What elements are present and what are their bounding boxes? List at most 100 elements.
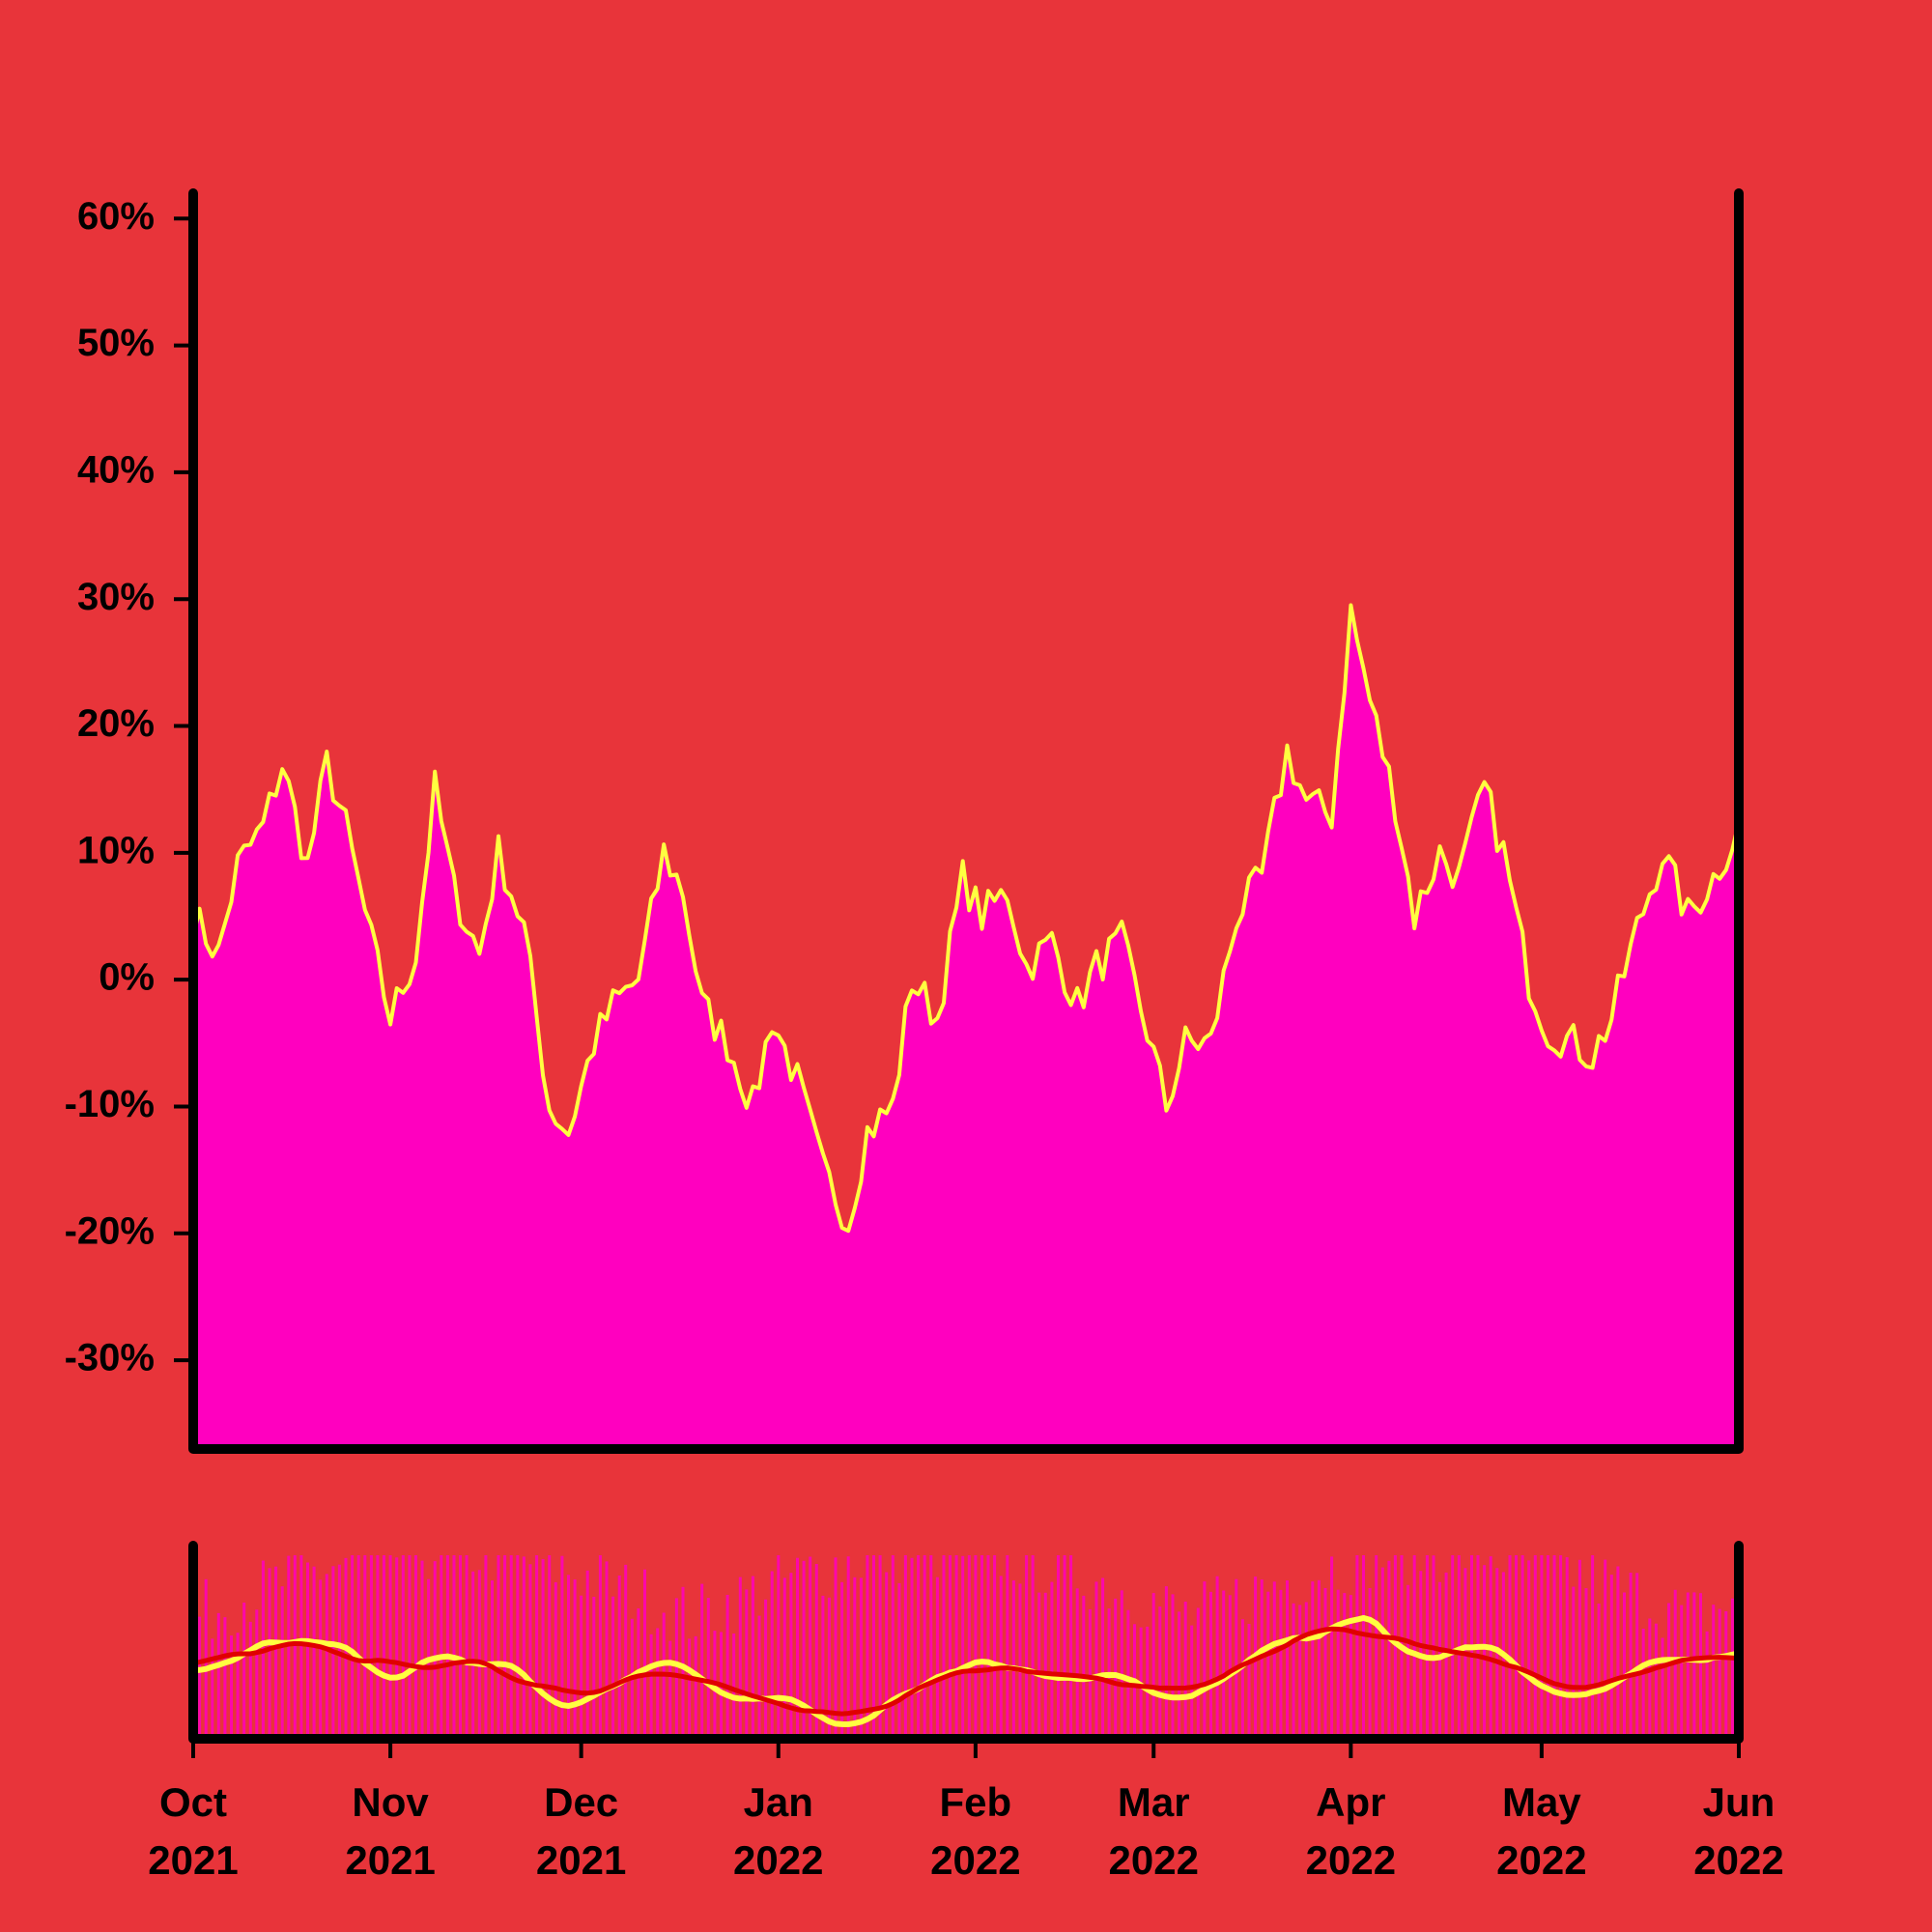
- x-tick-label-year: 2022: [733, 1837, 823, 1883]
- volume-bar: [897, 1582, 901, 1739]
- volume-bar: [878, 1555, 882, 1739]
- x-tick-label-month: Jan: [744, 1779, 813, 1825]
- x-tick-label-year: 2022: [1306, 1837, 1396, 1883]
- volume-bar: [440, 1555, 443, 1739]
- volume-bar: [445, 1555, 449, 1739]
- volume-bar: [1591, 1555, 1595, 1739]
- volume-bar: [459, 1555, 462, 1739]
- volume-bar: [1387, 1560, 1391, 1739]
- volume-bar: [351, 1555, 355, 1739]
- volume-bar: [974, 1555, 978, 1739]
- volume-bar: [1559, 1555, 1563, 1739]
- volume-bar: [694, 1635, 697, 1739]
- moving-average-line: [192, 1626, 1740, 1717]
- volume-bar: [1451, 1555, 1455, 1739]
- x-tick-label-year: 2021: [148, 1837, 238, 1883]
- volume-bar: [497, 1555, 500, 1739]
- volume-bar: [1686, 1592, 1690, 1739]
- volume-bar: [624, 1564, 628, 1739]
- volume-bar: [1572, 1586, 1576, 1739]
- price-line: [191, 603, 1741, 1234]
- volume-bar: [1190, 1625, 1194, 1739]
- volume-bar: [910, 1557, 914, 1739]
- x-tick-label-year: 2021: [536, 1837, 626, 1883]
- volume-bar: [1311, 1581, 1315, 1739]
- volume-bar: [796, 1557, 799, 1739]
- volume-panel: [188, 1541, 1744, 1744]
- volume-bar: [725, 1595, 729, 1739]
- volume-bar: [782, 1577, 786, 1739]
- volume-bar: [1031, 1555, 1035, 1739]
- volume-bar: [1661, 1637, 1664, 1739]
- volume-bar: [1235, 1578, 1238, 1739]
- volume-bar: [598, 1555, 602, 1739]
- volume-bar: [1552, 1555, 1556, 1739]
- y-tick-label: 40%: [77, 448, 155, 491]
- volume-bar: [853, 1577, 857, 1739]
- volume-bar: [1247, 1624, 1251, 1739]
- volume-bar: [420, 1560, 424, 1739]
- x-tick-label-year: 2021: [345, 1837, 435, 1883]
- volume-bar: [1215, 1576, 1219, 1739]
- volume-bar: [967, 1555, 971, 1739]
- volume-bar: [1088, 1608, 1092, 1739]
- volume-bar: [1126, 1609, 1130, 1739]
- volume-bar: [325, 1574, 328, 1739]
- volume-bar: [1011, 1580, 1015, 1739]
- volume-bar: [764, 1599, 768, 1739]
- volume-bar: [280, 1586, 284, 1739]
- volume-bar: [509, 1555, 513, 1739]
- volume-bar: [1228, 1595, 1232, 1739]
- volume-bar: [1584, 1588, 1588, 1739]
- x-tick-label-month: Feb: [940, 1779, 1012, 1825]
- volume-bar: [319, 1579, 323, 1739]
- volume-bar: [433, 1561, 437, 1739]
- volume-bar: [287, 1555, 291, 1739]
- volume-bar: [611, 1596, 615, 1739]
- price-axis-frame: [188, 188, 1744, 1454]
- volume-bar: [1057, 1555, 1060, 1739]
- volume-bar: [1006, 1555, 1009, 1739]
- volume-bar: [1406, 1584, 1410, 1739]
- volume-bar: [1349, 1595, 1352, 1739]
- volume-bar: [548, 1555, 552, 1739]
- volume-bar: [789, 1573, 793, 1739]
- volume-bar: [700, 1583, 704, 1739]
- volume-bar: [674, 1598, 678, 1739]
- volume-bar: [1540, 1555, 1544, 1739]
- price-area: [193, 605, 1739, 1449]
- volume-bar: [961, 1555, 965, 1739]
- y-axis-ticks: 60% 50% 40% 30% 20% 10% 0% -10% -20% -30%: [65, 195, 193, 1379]
- volume-bar: [929, 1555, 933, 1739]
- volume-bar: [236, 1633, 240, 1739]
- volume-bar: [491, 1580, 494, 1739]
- volume-bar: [999, 1576, 1003, 1739]
- volume-bar: [376, 1555, 380, 1739]
- volume-bar: [522, 1556, 526, 1739]
- volume-bar: [1260, 1579, 1264, 1739]
- volume-bar: [1266, 1591, 1270, 1739]
- volume-bar: [1483, 1565, 1487, 1739]
- volume-bar: [484, 1555, 488, 1739]
- volume-bar: [388, 1555, 392, 1739]
- volume-bar: [356, 1555, 360, 1739]
- volume-bar: [757, 1615, 761, 1739]
- volume-bar: [917, 1555, 921, 1739]
- volume-bar: [1616, 1566, 1620, 1739]
- volume-bar: [885, 1572, 889, 1739]
- volume-bar: [1380, 1567, 1384, 1739]
- volume-bar: [383, 1555, 385, 1739]
- volume-bar: [1298, 1605, 1302, 1739]
- volume-bar: [216, 1612, 220, 1739]
- volume-bar: [554, 1581, 557, 1739]
- volume-bar: [770, 1571, 774, 1739]
- volume-bar: [1375, 1555, 1378, 1739]
- volume-bar: [312, 1566, 316, 1739]
- volume-bar: [248, 1621, 252, 1739]
- volume-bar: [1527, 1560, 1531, 1739]
- volume-bar: [617, 1576, 621, 1739]
- volume-bar: [274, 1566, 278, 1739]
- volume-bar: [471, 1571, 475, 1739]
- volume-bar: [1343, 1593, 1347, 1739]
